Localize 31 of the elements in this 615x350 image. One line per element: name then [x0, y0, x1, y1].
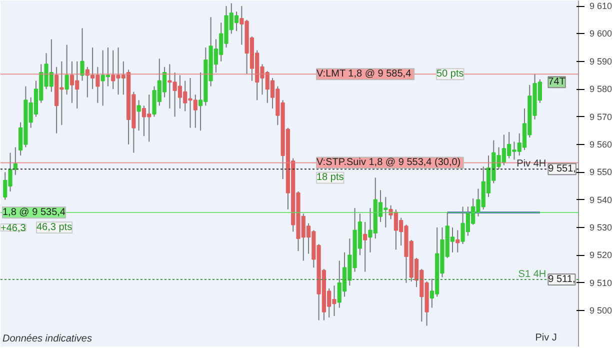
candlestick: [363, 221, 368, 272]
y-tick-label: 9 530: [590, 222, 612, 232]
candlestick: [80, 28, 84, 82]
ref-line-label: 1,8 @ 9 535,4: [2, 207, 66, 218]
y-tick-label: 9 500: [590, 306, 612, 316]
y-tick-label: 9 520: [590, 250, 612, 260]
y-tick-label: 9 560: [590, 139, 612, 150]
annotation: 50 pts: [436, 68, 464, 80]
y-tick-label: 9 570: [590, 112, 612, 122]
ref-line-label: V:LMT 1,8 @ 9 585,4: [316, 68, 412, 80]
ref-line-label: S1 4H: [518, 269, 546, 280]
text: 74T: [548, 76, 566, 88]
annotation: 9 511,: [548, 274, 576, 286]
ref-line-label: Piv 4H: [516, 158, 546, 170]
ref-line-label: V:STP.Suiv 1,8 @ 9 553,4 (30,0): [316, 157, 461, 168]
annotation: Données indicatives: [2, 334, 92, 344]
y-tick-label: 9 590: [590, 56, 612, 66]
annotation: 18 pts: [316, 172, 344, 184]
annotation: +46,3: [0, 223, 26, 234]
y-tick-label: 9 510: [590, 278, 612, 288]
annotation: 9 551,: [548, 164, 576, 175]
candlestick: [136, 100, 141, 132]
y-tick-label: 9 580: [590, 84, 612, 94]
y-tick-label: 9 610: [590, 1, 612, 12]
y-tick-label: 9 600: [590, 28, 612, 39]
annotation: Piv J: [535, 332, 557, 344]
y-tick-label: 9 540: [590, 194, 612, 205]
candlestick: [64, 44, 69, 96]
candlestick: [456, 230, 460, 253]
annotation: 46,3 pts: [36, 222, 72, 234]
y-tick-label: 9 550: [590, 167, 612, 178]
